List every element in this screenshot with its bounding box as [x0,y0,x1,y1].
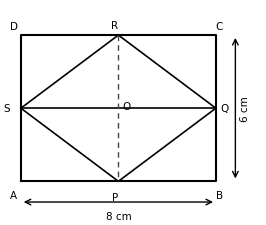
Text: C: C [216,22,223,32]
Text: A: A [10,190,17,200]
Text: P: P [112,192,118,202]
Text: B: B [216,190,223,200]
Text: 6 cm: 6 cm [240,96,250,122]
Text: Q: Q [221,104,229,114]
Text: S: S [3,104,10,114]
Text: 8 cm: 8 cm [106,211,131,220]
Text: D: D [10,22,18,32]
Text: R: R [111,21,118,31]
Text: O: O [122,101,130,111]
